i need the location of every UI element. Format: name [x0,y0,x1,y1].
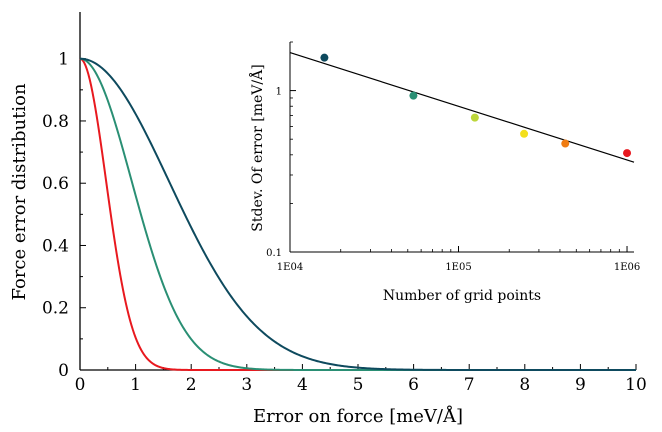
inset-fit-line [289,52,635,163]
main-y-axis-label: Force error distribution [9,83,30,300]
inset-x-tick-label: 1E06 [614,262,640,273]
inset-data-point [320,53,329,62]
main-series [79,57,636,371]
main-y-ticks: 0 0.2 0.4 0.6 0.8 1 [42,50,86,381]
inset-data-point [520,129,529,138]
inset-y-ticks: 0.11 [266,41,296,259]
x-tick-label: 3 [241,375,252,395]
series-line [79,57,636,371]
x-tick-label: 2 [186,375,197,395]
inset-x-tick-label: 1E04 [277,262,303,273]
inset-points [320,53,632,158]
inset-y-tick-label: 0.1 [266,248,282,259]
x-tick-label: 6 [408,375,419,395]
inset-x-axis-label: Number of grid points [383,288,541,304]
inset-y-tick-label: 1 [276,87,282,98]
main-x-ticks: 0 1 2 3 4 5 6 7 8 9 10 [75,364,647,395]
main-x-axis-label: Error on force [meV/Å] [253,405,463,427]
main-plot: 0 1 2 3 4 5 6 7 8 9 10 0 0.2 0.4 0.6 0.8 1 Error on for… [9,12,647,427]
y-tick-label: 0.4 [42,236,69,256]
inset-data-point [561,139,570,148]
series-line [79,57,636,371]
inset-data-point [409,91,418,100]
x-tick-label: 8 [519,375,530,395]
x-tick-label: 7 [464,375,475,395]
inset-x-tick-label: 1E05 [445,262,471,273]
y-tick-label: 1 [58,50,69,70]
x-tick-label: 9 [575,375,586,395]
x-tick-label: 1 [130,375,141,395]
inset-x-ticks: 1E04 1E05 1E06 [277,246,640,273]
inset-data-point [470,113,479,122]
inset-y-axis-label: Stdev. Of error [meV/Å] [248,64,266,231]
x-tick-label: 5 [353,375,364,395]
x-tick-label: 4 [297,375,308,395]
x-tick-label: 10 [625,375,647,395]
y-tick-label: 0.8 [42,112,69,132]
inset-data-point [623,149,632,158]
inset-plot: 1E04 1E05 1E06 0.11 Number of grid points … [248,41,640,304]
y-tick-label: 0.2 [42,299,69,319]
y-tick-label: 0 [58,361,69,381]
x-tick-label: 0 [75,375,86,395]
series-line [79,57,636,371]
y-tick-label: 0.6 [42,174,69,194]
